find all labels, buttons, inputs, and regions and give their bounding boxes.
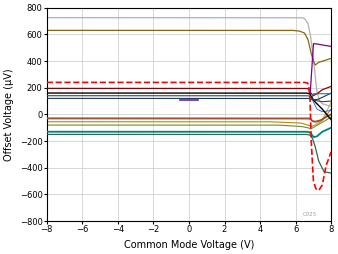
Text: C025: C025 (303, 212, 317, 217)
X-axis label: Common Mode Voltage (V): Common Mode Voltage (V) (124, 240, 254, 250)
Y-axis label: Offset Voltage (μV): Offset Voltage (μV) (4, 68, 14, 161)
